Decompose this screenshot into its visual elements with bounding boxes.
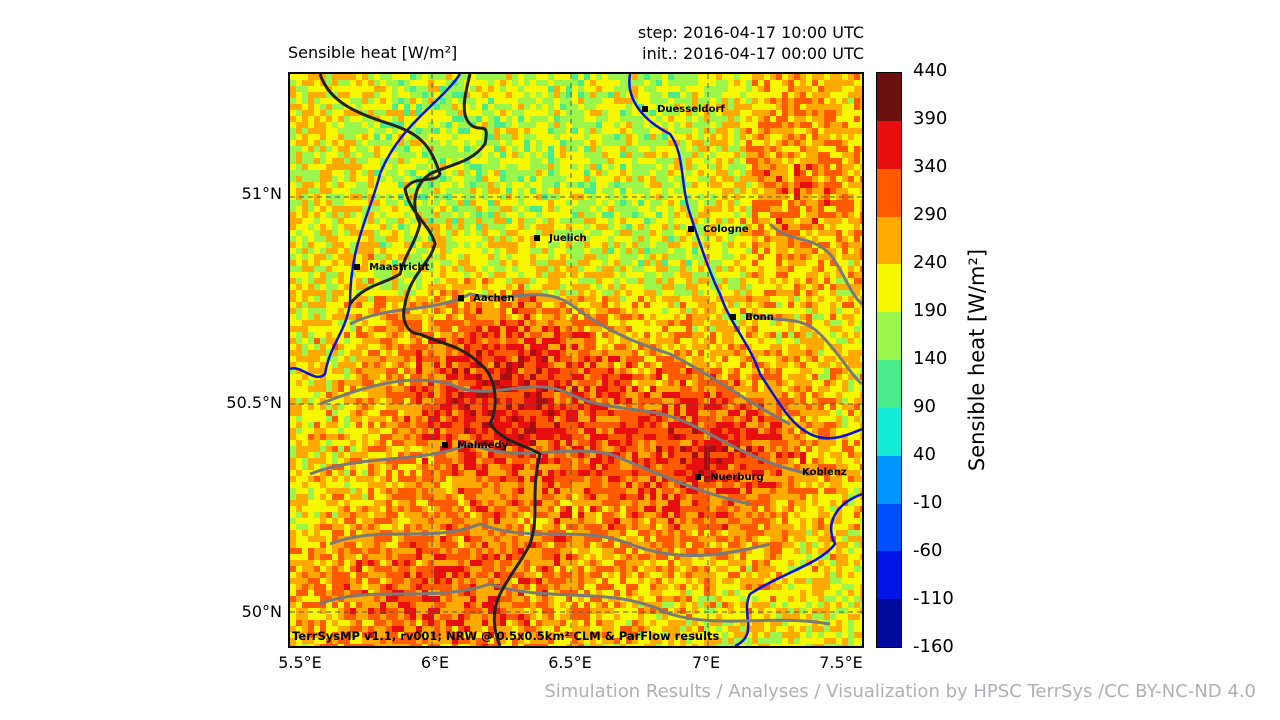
city-marker-icon <box>695 474 701 480</box>
colorbar-segment <box>877 599 901 648</box>
colorbar-tick-label: 290 <box>913 204 948 225</box>
colorbar-tick-label: 390 <box>913 108 948 129</box>
lat-label: 50.5°N <box>226 393 282 412</box>
colorbar-tick-label: -110 <box>913 588 954 609</box>
colorbar-label: Sensible heat [W/m²] <box>965 248 989 472</box>
city-label: Bonn <box>745 312 774 323</box>
colorbar-segment <box>877 503 901 552</box>
colorbar-tick-label: 90 <box>913 396 936 417</box>
lon-label: 5.5°E <box>278 653 322 672</box>
lon-label: 6.5°E <box>548 653 592 672</box>
lat-label: 51°N <box>241 184 282 203</box>
map-canvas <box>290 74 862 646</box>
colorbar-segment <box>877 73 901 122</box>
city-marker-icon <box>534 235 540 241</box>
city-nuerburg: Nuerburg <box>695 465 764 484</box>
colorbar-tick-label: 40 <box>913 444 936 465</box>
init-time: init.: 2016-04-17 00:00 UTC <box>642 44 864 63</box>
colorbar-tick-label: 140 <box>913 348 948 369</box>
lon-label: 7.5°E <box>819 653 863 672</box>
colorbar-segment <box>877 407 901 457</box>
city-label: Nuerburg <box>710 472 764 483</box>
colorbar-tick-label: 190 <box>913 300 948 321</box>
city-marker-icon <box>354 264 360 270</box>
borders <box>318 74 542 646</box>
city-label: Cologne <box>703 224 749 235</box>
city-marker-icon <box>458 295 464 301</box>
city-duesseldorf: Duesseldorf <box>642 97 725 116</box>
colorbar-tick-label: -160 <box>913 636 954 657</box>
city-marker-icon <box>442 442 448 448</box>
city-koblenz: Koblenz <box>802 460 847 479</box>
city-label: Juelich <box>549 233 587 244</box>
city-marker-icon <box>688 226 694 232</box>
colorbar-tick-label: -60 <box>913 540 943 561</box>
colorbar-tick-label: 240 <box>913 252 948 273</box>
step-time: step: 2016-04-17 10:00 UTC <box>637 23 864 42</box>
time-info: step: 2016-04-17 10:00 UTC init.: 2016-0… <box>638 22 864 64</box>
colorbar <box>876 72 902 648</box>
map-area <box>288 72 864 648</box>
colorbar-segment <box>877 312 901 361</box>
city-maastricht: Maastricht <box>354 255 429 274</box>
map-title: Sensible heat [W/m²] <box>288 43 458 62</box>
city-label: Koblenz <box>802 467 847 478</box>
lon-label: 6°E <box>420 653 450 672</box>
colorbar-segment <box>877 264 901 313</box>
colorbar-segment <box>877 360 901 409</box>
lon-label: 7°E <box>691 653 721 672</box>
colorbar-segment <box>877 168 901 217</box>
lat-label: 50°N <box>241 602 282 621</box>
colorbar-segment <box>877 120 901 170</box>
colorbar-segment <box>877 216 901 265</box>
colorbar-segment <box>877 455 901 504</box>
heat-field <box>290 74 862 646</box>
colorbar-tick-label: 440 <box>913 60 948 81</box>
city-cologne: Cologne <box>688 217 749 236</box>
model-note: TerrSysMP v1.1, rv001; NRW @ 0.5x0.5km² … <box>292 629 720 643</box>
colorbar-tick-label: -10 <box>913 492 943 513</box>
city-label: Maastricht <box>369 262 430 273</box>
colorbar-segment <box>877 551 901 600</box>
city-label: Malmedy <box>457 440 509 451</box>
city-marker-icon <box>730 314 736 320</box>
city-label: Duesseldorf <box>657 104 725 115</box>
city-label: Aachen <box>473 293 515 304</box>
city-bonn: Bonn <box>730 305 774 324</box>
colorbar-tick-label: 340 <box>913 156 948 177</box>
contours <box>309 222 862 626</box>
credit-text: Simulation Results / Analyses / Visualiz… <box>544 681 1256 702</box>
city-malmedy: Malmedy <box>442 433 508 452</box>
city-aachen: Aachen <box>458 286 515 305</box>
city-juelich: Juelich <box>534 226 587 245</box>
city-marker-icon <box>642 106 648 112</box>
